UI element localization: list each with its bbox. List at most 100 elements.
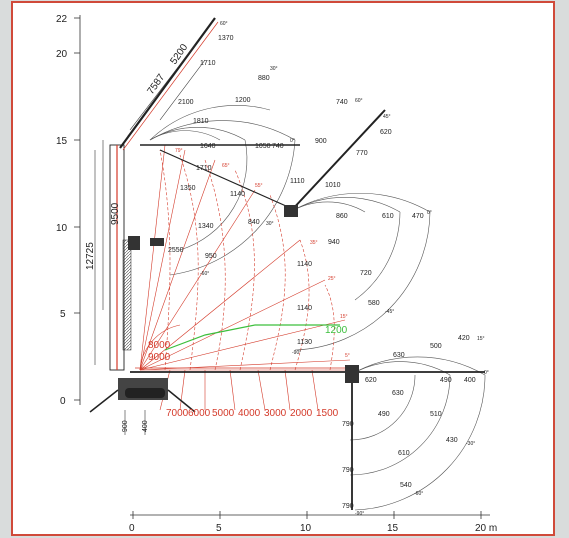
dim-7587: 7587 xyxy=(145,72,167,97)
dim-400: 400 xyxy=(142,420,149,432)
load-label: 1370 xyxy=(218,35,234,42)
angle-label: -60° xyxy=(200,271,209,277)
upper-radius-arcs xyxy=(149,105,296,276)
x-tick-10: 10 xyxy=(300,523,312,534)
load-label: 620 xyxy=(380,129,392,136)
red-load-lines xyxy=(139,144,351,411)
angle-label: 60° xyxy=(355,98,363,104)
red-load-5000: 5000 xyxy=(212,408,235,419)
x-tick-20: 20 m xyxy=(475,523,497,534)
load-label: 1050 xyxy=(255,143,271,150)
red-load-6000: 6000 xyxy=(188,408,211,419)
red-load-1500: 1500 xyxy=(316,408,339,419)
load-label: 860 xyxy=(336,213,348,220)
load-label: 2550 xyxy=(168,247,184,254)
load-label: 1350 xyxy=(180,185,196,192)
x-tick-5: 5 xyxy=(216,523,222,534)
load-label: 740 xyxy=(336,99,348,106)
angle-label: 15° xyxy=(340,314,348,320)
angle-label: 79° xyxy=(175,148,183,154)
y-tick-20: 20 xyxy=(56,49,68,60)
angle-label: 0° xyxy=(484,370,489,376)
load-label: 1710 xyxy=(196,165,212,172)
load-label: 620 xyxy=(365,377,377,384)
red-pivot-arc xyxy=(139,324,181,371)
angle-label: 30° xyxy=(266,221,274,227)
dim-12725: 12725 xyxy=(85,242,96,270)
load-label: 500 xyxy=(430,343,442,350)
angle-label: 55° xyxy=(255,183,263,189)
load-label: 490 xyxy=(440,377,452,384)
y-axis: 0 5 10 15 20 22 xyxy=(56,14,81,407)
upper-boom xyxy=(119,17,300,211)
load-label: 510 xyxy=(430,411,442,418)
green-load-line xyxy=(164,324,340,351)
right-load-labels: 420 500 630 620 490 400 630 490 510 790 … xyxy=(342,335,476,510)
angle-label: 0° xyxy=(290,138,295,144)
red-load-curves xyxy=(159,149,335,371)
y-tick-0: 0 xyxy=(60,396,66,407)
angle-label: 15° xyxy=(477,336,485,342)
load-label: 1200 xyxy=(235,97,251,104)
angle-label: 5° xyxy=(345,353,350,359)
load-label: 840 xyxy=(248,219,260,226)
angle-label: 35° xyxy=(310,240,318,246)
load-label: 1810 xyxy=(193,118,209,125)
load-label: 950 xyxy=(205,253,217,260)
angle-label: 60° xyxy=(220,21,228,27)
angle-label: 30° xyxy=(270,66,278,72)
red-load-9000: 9000 xyxy=(148,352,171,363)
load-label: 420 xyxy=(458,335,470,342)
load-label: 770 xyxy=(356,150,368,157)
load-label: 1140 xyxy=(297,305,312,312)
red-load-2000: 2000 xyxy=(290,408,313,419)
load-label: 1140 xyxy=(297,261,312,268)
load-label: 630 xyxy=(393,352,405,359)
load-label: 940 xyxy=(328,239,340,246)
angle-label: -30° xyxy=(466,441,475,447)
load-label: 880 xyxy=(258,75,270,82)
load-label: 790 xyxy=(342,503,354,510)
load-label: 1130 xyxy=(297,339,312,346)
load-label: 580 xyxy=(368,300,380,307)
red-load-3000: 3000 xyxy=(264,408,287,419)
angle-label: 0° xyxy=(427,210,432,216)
y-tick-22: 22 xyxy=(56,14,68,25)
mid-boom xyxy=(284,109,386,217)
load-label: 1140 xyxy=(230,191,245,198)
load-label: 540 xyxy=(400,482,412,489)
load-label: 1110 xyxy=(290,178,305,185)
mid-load-labels: 740 620 900 770 1110 1010 860 610 470 94… xyxy=(290,99,424,346)
crane-base xyxy=(89,236,196,413)
dimension-lines xyxy=(94,44,206,435)
load-label: 400 xyxy=(464,377,476,384)
x-tick-0: 0 xyxy=(129,523,135,534)
load-label: 900 xyxy=(315,138,327,145)
angle-label: -60° xyxy=(414,491,423,497)
y-tick-5: 5 xyxy=(60,309,66,320)
dim-900: 900 xyxy=(122,420,129,432)
load-label: 740 xyxy=(272,143,284,150)
angle-label: -90° xyxy=(292,350,301,356)
load-label: 630 xyxy=(392,390,404,397)
load-label: 610 xyxy=(398,450,410,457)
x-tick-15: 15 xyxy=(387,523,399,534)
red-load-4000: 4000 xyxy=(238,408,261,419)
load-label: 490 xyxy=(378,411,390,418)
y-tick-10: 10 xyxy=(56,223,68,234)
load-label: 1010 xyxy=(325,182,341,189)
angle-label: 45° xyxy=(383,114,391,120)
green-load-1200: 1200 xyxy=(325,325,348,336)
lower-boom xyxy=(130,365,485,510)
load-label: 1710 xyxy=(200,60,216,67)
angle-label: 25° xyxy=(328,276,336,282)
angle-label: 65° xyxy=(222,163,230,169)
load-label: 790 xyxy=(342,421,354,428)
load-label: 610 xyxy=(382,213,394,220)
crane-mast xyxy=(109,144,132,371)
top-load-labels: 1370 1710 880 2100 1200 1810 1640 1050 7… xyxy=(168,35,284,260)
angle-label: -90° xyxy=(355,511,364,517)
red-load-labels-bottom: 7000 6000 5000 4000 3000 2000 1500 8000 … xyxy=(148,325,348,419)
load-label: 790 xyxy=(342,467,354,474)
